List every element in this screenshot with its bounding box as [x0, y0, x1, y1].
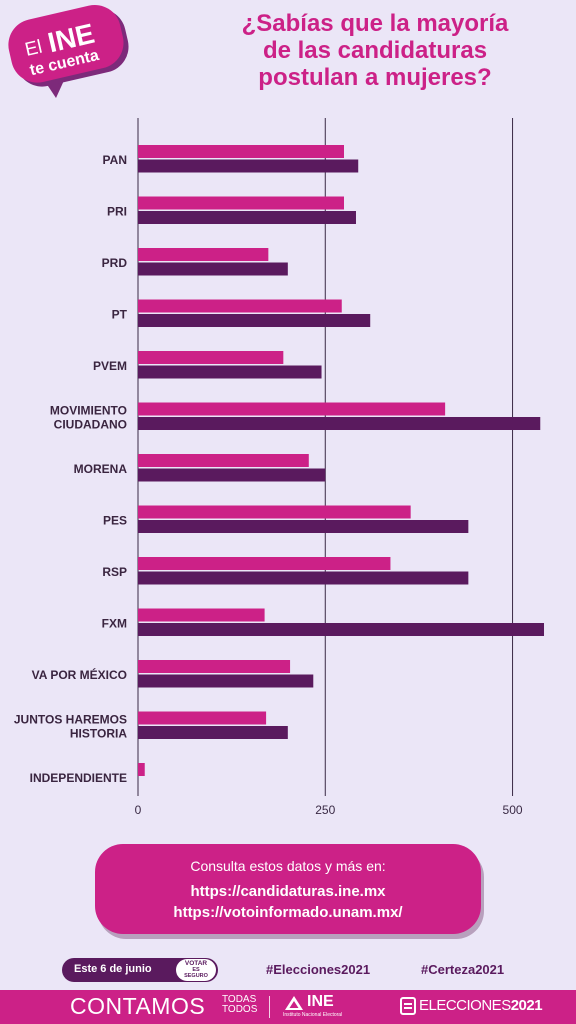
category-label: FXM	[102, 617, 127, 631]
hashtag-elecciones[interactable]: #Elecciones2021	[266, 962, 371, 977]
bar	[138, 660, 291, 673]
category-label: PVEM	[93, 359, 127, 373]
bar-chart: 0 250 500 PAN PRI PRD PT PVEM MOVIMIENTO CIUDADAN…	[14, 118, 545, 817]
category-label-line: INDEPENDIENTE	[30, 771, 127, 785]
category-label-line: PT	[112, 308, 128, 322]
bar	[138, 763, 145, 776]
hashtag-certeza[interactable]: #Certeza2021	[421, 962, 505, 977]
bar	[138, 402, 446, 416]
bar	[138, 454, 309, 467]
category-label-line: PES	[103, 514, 127, 528]
footer-elecciones: ELECCIONES2021	[419, 997, 543, 1014]
x-tick-label: 500	[503, 803, 523, 817]
title-line-3: postulan a mujeres?	[258, 64, 492, 91]
bar	[138, 711, 267, 725]
category-label-line: CIUDADANO	[54, 418, 127, 432]
stamp-line-1: VOTAR	[184, 960, 208, 967]
category-label-line: HISTORIA	[70, 727, 127, 741]
category-label: MORENA	[74, 462, 128, 476]
bar	[138, 365, 322, 379]
category-label: VA POR MÉXICO	[32, 667, 127, 682]
bar	[138, 674, 314, 688]
bar	[138, 520, 469, 533]
bar	[138, 351, 284, 364]
category-label-line: PRD	[102, 256, 128, 270]
category-label-line: VA POR MÉXICO	[32, 667, 127, 682]
footer-contamos: CONTAMOS	[70, 993, 206, 1019]
category-label-line: PVEM	[93, 359, 127, 373]
bar	[138, 299, 342, 313]
category-label-line: PRI	[107, 205, 127, 219]
footer-divider	[269, 996, 270, 1018]
cta-intro: Consulta estos datos y más en:	[190, 858, 386, 874]
bar	[138, 505, 411, 519]
title-line-1: ¿Sabías que la mayoría	[241, 10, 509, 37]
title-line-2: de las candidaturas	[262, 37, 488, 64]
page-title: ¿Sabías que la mayoría de las candidatur…	[205, 10, 545, 91]
category-label: PAN	[103, 153, 127, 167]
category-label-line: JUNTOS HAREMOS	[14, 713, 127, 727]
date-pill: Este 6 de junio VOTAR ES SEGURO	[62, 958, 218, 982]
bar	[138, 726, 288, 739]
category-label: PRI	[107, 205, 127, 219]
bar	[138, 314, 371, 327]
category-label: PES	[103, 514, 127, 528]
category-label-line: PAN	[103, 153, 127, 167]
footer-todas: TODAS	[222, 994, 257, 1005]
x-tick-label: 250	[315, 803, 335, 817]
category-label-line: MOVIMIENTO	[50, 404, 127, 418]
bar	[138, 159, 359, 173]
footer-todos: TODOS	[222, 1004, 258, 1015]
category-label-line: MORENA	[74, 462, 128, 476]
bar	[138, 608, 265, 622]
bar	[138, 623, 545, 636]
category-label-line: FXM	[102, 617, 127, 631]
cta-box: Consulta estos datos y más en: https://c…	[95, 844, 481, 934]
votar-seguro-stamp: VOTAR ES SEGURO	[176, 959, 216, 981]
category-label: PT	[112, 308, 128, 322]
footer-todas-todos: TODAS TODOS	[222, 995, 257, 1015]
footer-ine: INE	[307, 993, 334, 1010]
bar	[138, 211, 356, 224]
x-tick-label: 0	[135, 803, 142, 817]
category-label-line: RSP	[102, 565, 127, 579]
bar	[138, 196, 344, 210]
ine-emblem-icon	[285, 996, 303, 1010]
bar	[138, 262, 288, 276]
elecciones-emblem-icon	[400, 997, 416, 1015]
bar	[138, 145, 344, 158]
date-text: Este 6 de junio	[74, 963, 152, 975]
footer-ine-subtitle: Instituto Nacional Electoral	[283, 1012, 343, 1018]
ine-te-cuenta-logo: El INE te cuenta	[0, 0, 140, 100]
bar	[138, 571, 469, 585]
category-label: RSP	[102, 565, 127, 579]
logo-el: El	[23, 37, 44, 61]
category-label: MOVIMIENTO CIUDADANO	[50, 404, 127, 432]
footer-bar: CONTAMOS TODAS TODOS INE Instituto Nacio…	[0, 990, 576, 1024]
category-label: INDEPENDIENTE	[30, 771, 127, 785]
bar	[138, 468, 326, 482]
stamp-line-2: ES	[192, 967, 200, 973]
footer-elecciones-word: ELECCIONES	[419, 997, 511, 1014]
category-label: PRD	[102, 256, 128, 270]
bar	[138, 248, 269, 261]
footer-elecciones-year: 2021	[510, 997, 543, 1014]
cta-link-candidaturas[interactable]: https://candidaturas.ine.mx	[190, 883, 386, 900]
bar	[138, 417, 541, 430]
cta-link-votoinformado[interactable]: https://votoinformado.unam.mx/	[173, 904, 403, 921]
category-label: JUNTOS HAREMOS HISTORIA	[14, 713, 127, 741]
bar	[138, 557, 391, 570]
stamp-line-3: SEGURO	[184, 973, 208, 979]
